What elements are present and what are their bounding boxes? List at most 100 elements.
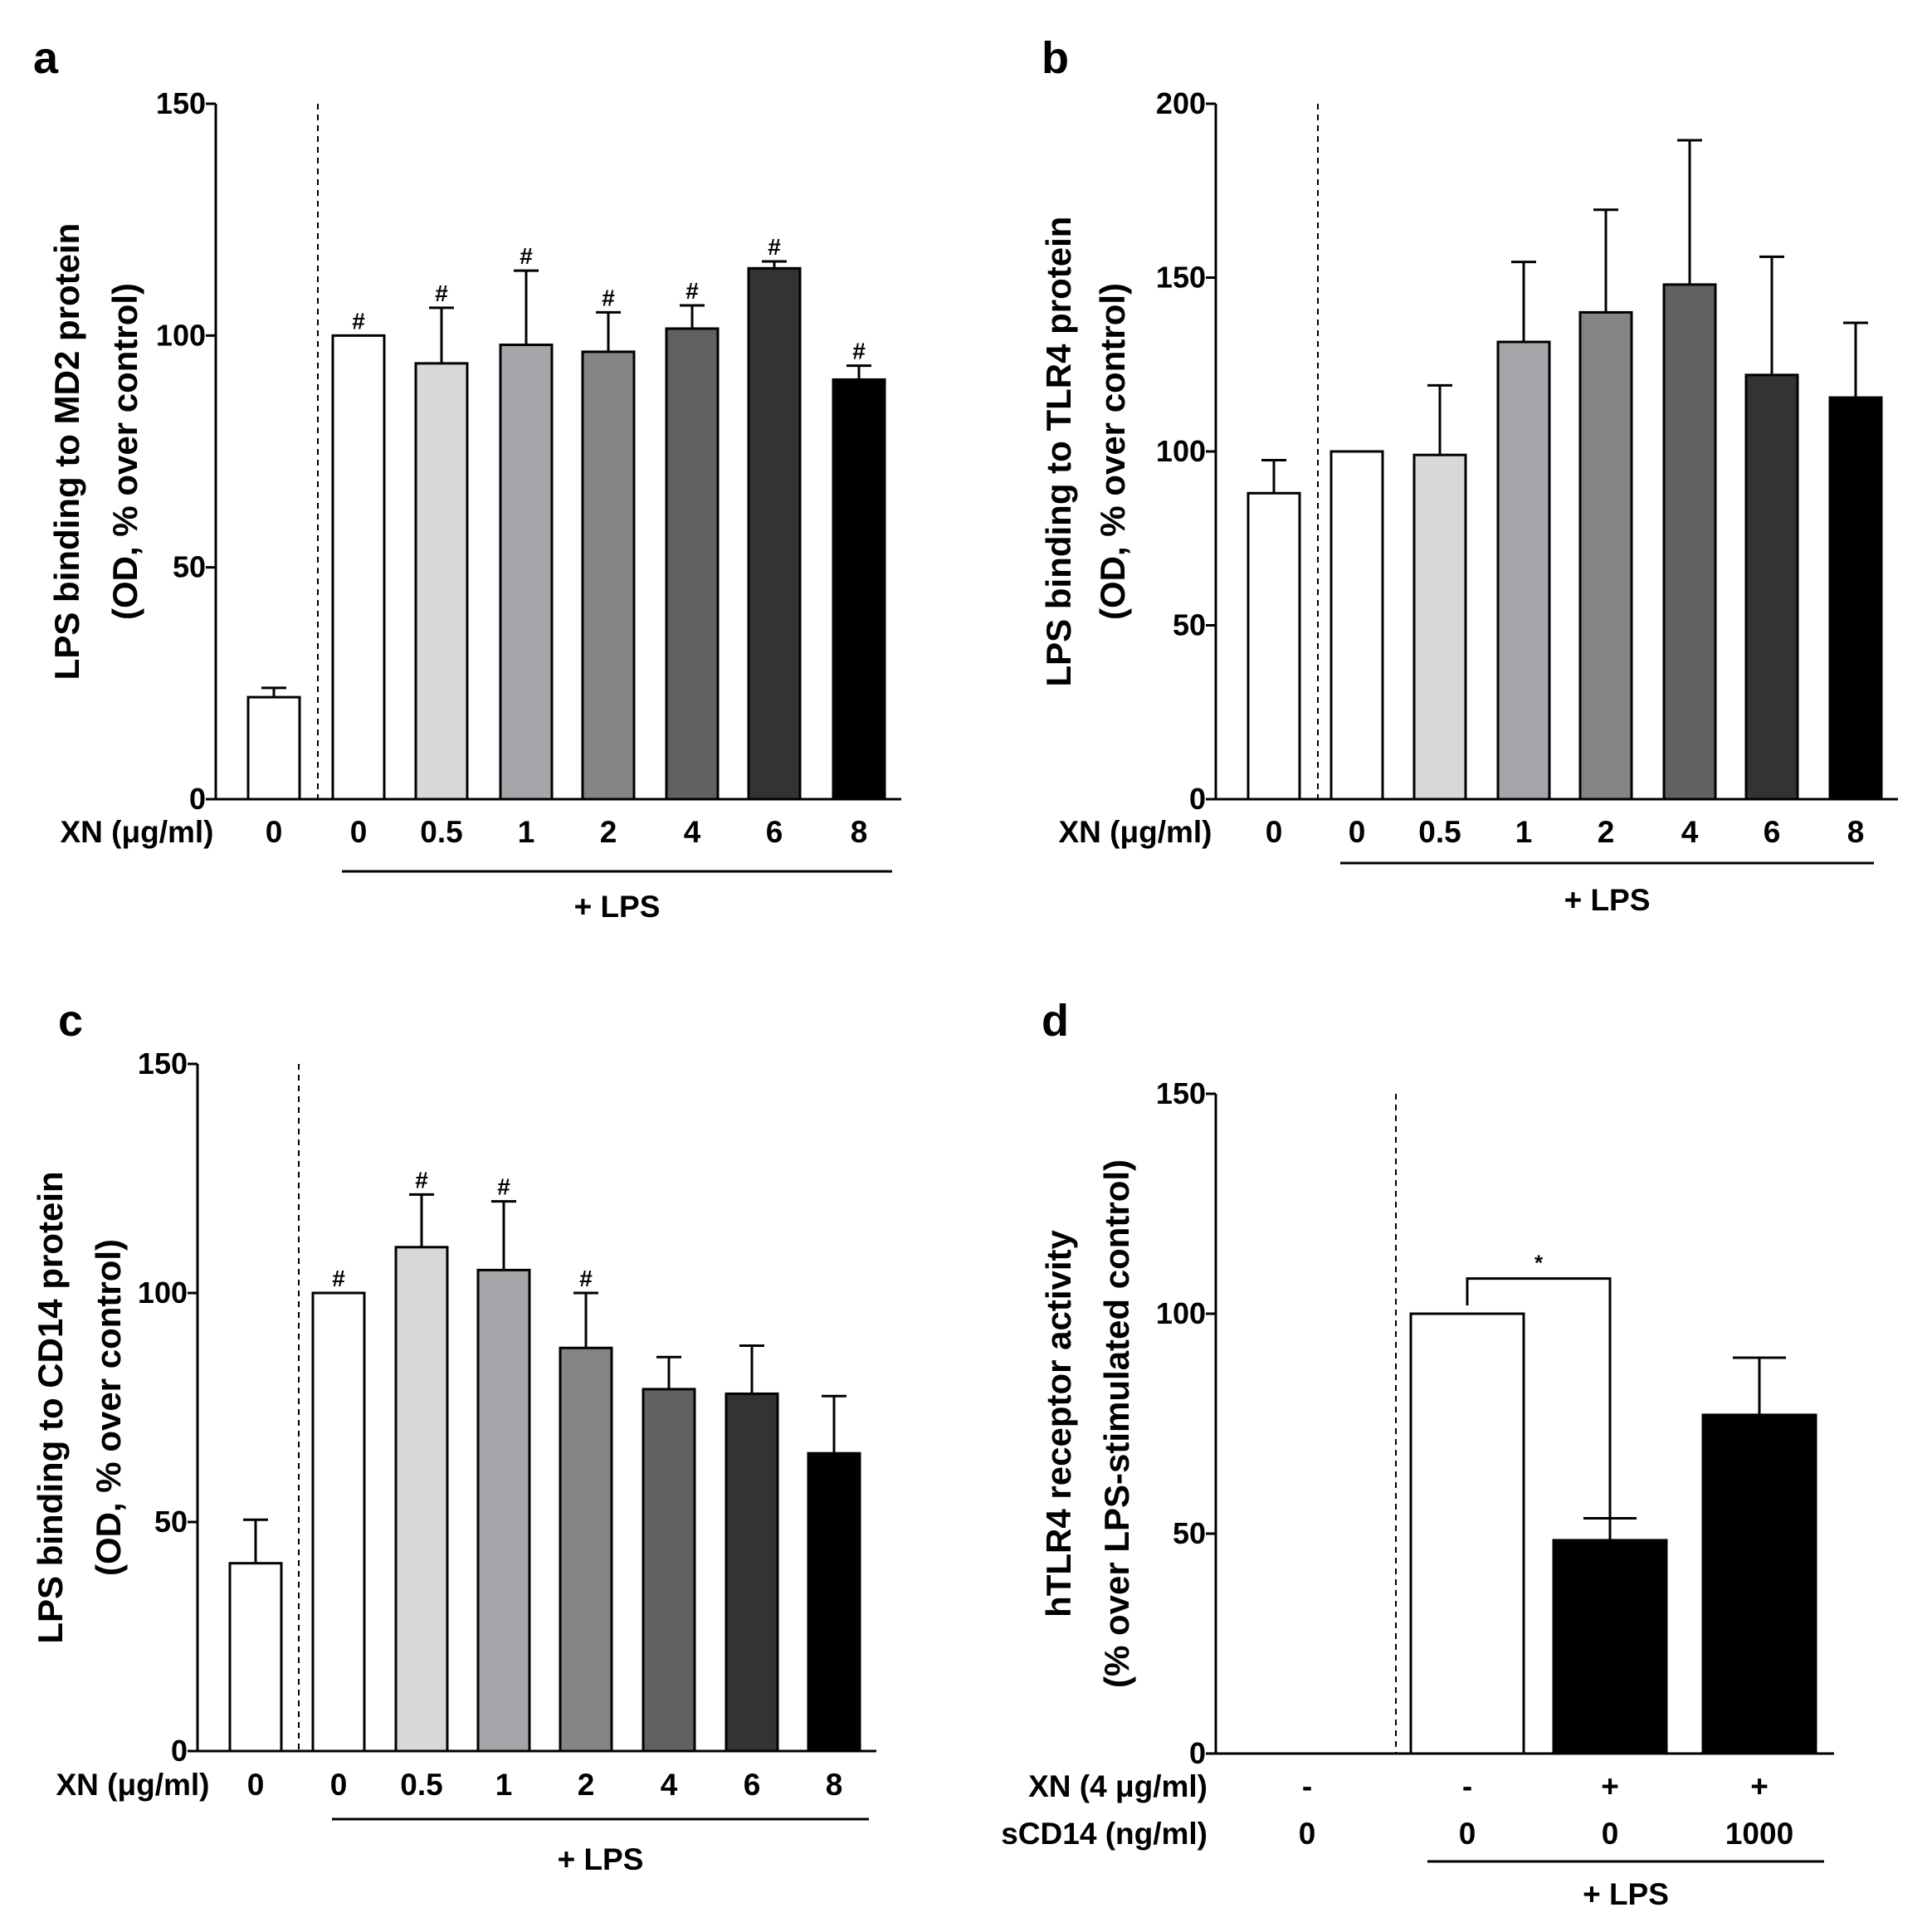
x-tick-label: 1 [495, 1768, 513, 1802]
group-label: + LPS [1583, 1877, 1669, 1911]
x-tick-label: 1 [518, 815, 535, 849]
significance-mark: # [352, 308, 365, 334]
y-tick-label: 150 [1156, 1076, 1206, 1110]
bar [414, 362, 469, 801]
x-tick-label: 0 [266, 815, 283, 849]
x-axis-label: XN (μg/ml) [1058, 815, 1212, 849]
bar [665, 327, 720, 801]
x-tick-label: 0 [350, 815, 368, 849]
y-tick-label: 0 [171, 1734, 188, 1768]
x-tick-label: 0 [330, 1768, 348, 1802]
y-axis-label: LPS binding to TLR4 protein [1039, 217, 1078, 687]
x-axis-label: XN (μg/ml) [60, 815, 213, 849]
bar [1744, 373, 1799, 801]
xn-row-value: + [1601, 1769, 1619, 1803]
y-axis-label: hTLR4 receptor activity [1039, 1229, 1078, 1617]
x-tick-label: 0.5 [400, 1768, 442, 1802]
scd14-row-value: 0 [1299, 1817, 1316, 1851]
y-axis-label: LPS binding to MD2 protein [47, 223, 86, 681]
bar [1329, 450, 1384, 801]
scd14-row-value: 1000 [1725, 1817, 1793, 1851]
bar [311, 1291, 366, 1753]
x-tick-label: 0 [247, 1768, 265, 1802]
bar [331, 334, 386, 801]
significance-mark: # [852, 339, 866, 364]
xn-row-value: - [1302, 1769, 1312, 1803]
y-axis-label: (% over LPS-stimulated control) [1097, 1159, 1136, 1688]
x-axis-label: XN (μg/ml) [56, 1768, 209, 1802]
significance-mark: # [602, 285, 615, 310]
y-tick-label: 100 [1156, 1296, 1206, 1330]
y-tick-label: 50 [1173, 608, 1206, 642]
significance-mark: # [579, 1266, 593, 1291]
bar [642, 1388, 696, 1753]
y-tick-label: 100 [138, 1276, 188, 1310]
bar [1496, 340, 1551, 801]
xn-row-value: - [1462, 1769, 1472, 1803]
bar [559, 1346, 613, 1753]
x-tick-label: 2 [600, 815, 617, 849]
panel-letter: a [33, 33, 59, 83]
bar [1247, 491, 1301, 801]
x-tick-label: 0.5 [420, 815, 462, 849]
panel-letter: b [1042, 33, 1069, 83]
x-tick-label: 6 [1764, 815, 1781, 849]
scd14-row-value: 0 [1459, 1817, 1476, 1851]
x-tick-label: 0 [1349, 815, 1366, 849]
bar [476, 1268, 531, 1753]
x-tick-label: 8 [851, 815, 868, 849]
bar [1409, 1312, 1525, 1755]
bar [724, 1392, 779, 1753]
group-label: + LPS [574, 890, 661, 924]
scd14-row-label: sCD14 (ng/ml) [1001, 1817, 1208, 1851]
y-tick-label: 100 [1156, 434, 1206, 468]
significance-bracket [1466, 1277, 1612, 1532]
y-tick-label: 150 [138, 1046, 188, 1081]
y-axis-label: (OD, % over control) [1093, 283, 1132, 620]
panel-letter: c [58, 996, 83, 1046]
x-tick-label: 4 [661, 1768, 678, 1802]
y-tick-label: 0 [1189, 1736, 1206, 1770]
xn-row-value: + [1750, 1769, 1769, 1803]
group-label: + LPS [1564, 883, 1651, 917]
bar [499, 344, 554, 801]
y-tick-label: 100 [156, 318, 206, 352]
y-tick-label: 50 [173, 550, 206, 584]
xn-row-label: XN (4 μg/ml) [1028, 1769, 1208, 1803]
significance-mark: # [435, 281, 448, 306]
significance-mark: * [1534, 1251, 1544, 1276]
bar [228, 1562, 283, 1753]
panel-letter: d [1042, 996, 1069, 1046]
y-tick-label: 150 [156, 86, 206, 120]
bar [246, 695, 301, 801]
bar [1578, 310, 1633, 801]
group-label: + LPS [558, 1842, 644, 1876]
y-axis-label: (OD, % over control) [105, 283, 144, 620]
scd14-row-value: 0 [1602, 1817, 1619, 1851]
significance-mark: # [332, 1266, 345, 1291]
y-axis-label: LPS binding to CD14 protein [31, 1171, 70, 1643]
x-tick-label: 8 [1847, 815, 1865, 849]
x-tick-label: 0.5 [1418, 815, 1461, 849]
bar [1412, 453, 1467, 801]
significance-mark: # [520, 243, 533, 269]
panel-d: d 0 50 100 150 hTLR4 receptor activity (% over… [1001, 996, 1834, 1911]
x-tick-label: 1 [1515, 815, 1533, 849]
y-tick-label: 0 [189, 782, 206, 816]
bar [747, 266, 802, 801]
bar [1828, 396, 1883, 801]
bar [581, 350, 636, 801]
y-tick-label: 200 [1156, 86, 1206, 120]
bar [832, 378, 886, 801]
y-tick-label: 0 [1189, 782, 1206, 816]
bar [807, 1451, 861, 1753]
bar [1662, 283, 1717, 801]
y-tick-label: 150 [1156, 261, 1206, 295]
x-tick-label: 6 [744, 1768, 761, 1802]
bar [1552, 1539, 1668, 1755]
x-tick-label: 6 [766, 815, 783, 849]
significance-mark: # [768, 234, 781, 260]
panel-b: b 0 50 100 150 200 LPS binding to TLR4 protein… [1039, 33, 1898, 917]
